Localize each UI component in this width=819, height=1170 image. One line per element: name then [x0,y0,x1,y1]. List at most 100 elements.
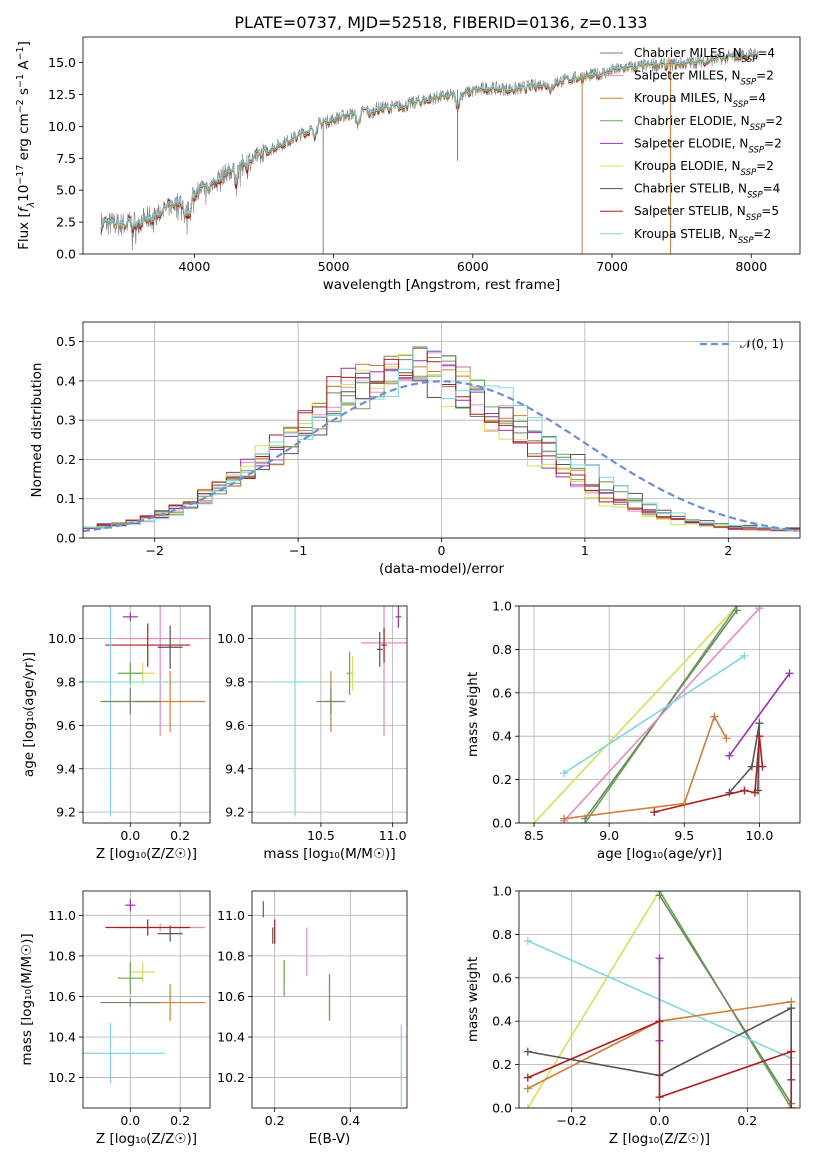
weight-marker [740,786,749,795]
x-tick-label: 6000 [457,259,489,274]
plot-area [83,899,206,1084]
legend-label-tail: =2 [756,69,774,83]
legend-label: 𝒩(0, 1) [740,337,784,351]
y-tick-label: 12.5 [48,87,76,102]
y-tick-label: 0.8 [492,642,512,657]
legend-label-tail: =4 [763,182,781,196]
panel-mass_vs_Z: 0.0 0.2 10.2 10.4 10.6 10.8 11.0 Z [log₁₀(Z/Z☉)… [19,890,211,1147]
panel-weight_vs_age: 8.5 9.0 9.5 10.0 0.0 0.2 0.4 0.6 0.8 1.0 age [log₁… [465,599,801,862]
weight-marker [560,814,569,823]
x-tick-label: 9.0 [599,828,619,843]
legend-label-tail: =2 [764,136,782,150]
y-axis-label: mass [log₁₀(M/M☉)] [19,933,35,1065]
axes-decoration: 0.0 0.2 9.2 9.4 9.6 9.8 10.0 Z [log₁₀(Z/Z☉)] age… [21,605,211,862]
axes-frame [251,605,408,824]
y-tick-label: 9.8 [225,674,245,689]
y-tick-label: 0.6 [492,970,512,985]
legend-label-tail: =2 [765,114,783,128]
y-axis-label-part: −17 [15,165,26,185]
legend-label-tail: =4 [748,91,766,105]
panel-residuals: −2 −1 0 1 2 0.0 0.1 0.2 0.3 0.4 0.5 (data-model)/er… [29,321,801,577]
weight-marker [732,606,741,615]
y-axis-label: Flux [fλ10−17 erg cm−2 s−1 A−1] [15,41,37,250]
y-tick-label: 9.6 [225,718,245,733]
legend-label-sub: SSP [738,236,754,246]
weight-marker [523,1073,532,1082]
y-tick-label: 10.0 [48,119,76,134]
legend-label: Chabrier STELIB, NSSP=4 [634,182,780,201]
x-axis-label: wavelength [Angstrom, rest frame] [323,277,561,293]
weight-marker [530,819,539,823]
legend-label-sub: SSP [733,100,749,110]
x-tick-label: 11.0 [379,828,407,843]
axes-decoration: −0.2 0.0 0.2 0.0 0.2 0.4 0.6 0.8 1.0 Z [log₁₀(Z/Z… [465,884,801,1147]
x-tick-label: −0.2 [557,1113,587,1128]
legend-label: Kroupa MILES, NSSP=4 [634,91,766,110]
weight-marker [785,669,794,678]
weight-marker [655,1017,664,1026]
panel-mass_vs_EBV: 0.2 0.4 10.2 10.4 10.6 10.8 11.0 E(B-V) [217,890,408,1147]
y-tick-label: 9.2 [225,805,245,820]
y-tick-label: 1.0 [492,884,512,899]
model-spectrum-line [100,51,758,229]
y-axis-label-part: −1 [15,74,26,88]
y-tick-label: 0.0 [56,247,76,262]
weight-marker [755,719,764,728]
y-tick-label: 10.0 [48,631,76,646]
x-axis-label: Z [log₁₀(Z/Z☉)] [96,846,197,862]
y-tick-label: 0.0 [492,816,512,831]
x-axis-label: E(B-V) [309,1131,351,1147]
y-tick-label: 0.2 [56,452,76,467]
x-tick-label: 0.2 [265,1113,285,1128]
weight-marker [740,651,749,660]
y-tick-label: 10.6 [217,989,245,1004]
weight-marker [787,1104,796,1108]
x-tick-label: 10.5 [307,828,335,843]
legend-label-sub: SSP [742,55,758,65]
y-tick-label: 10.2 [217,1070,245,1085]
weight-marker [523,1104,532,1108]
weight-marker [655,954,664,963]
y-tick-label: 0.6 [492,685,512,700]
x-axis-label: Z [log₁₀(Z/Z☉)] [609,1131,710,1147]
weight-line [533,606,738,823]
plot-area [273,606,407,817]
axes-frame [82,605,211,824]
y-axis-label: age [log₁₀(age/yr)] [21,652,37,777]
weight-marker [758,762,767,771]
legend-label-base: Kroupa STELIB, N [634,227,738,241]
y-tick-label: 1.0 [492,599,512,614]
weight-marker [523,1084,532,1093]
legend-label-sub: SSP [750,123,766,133]
y-axis-label-part: f [16,205,32,212]
figure-title: PLATE=0737, MJD=52518, FIBERID=0136, z=0… [234,13,647,32]
weight-line [728,672,791,757]
y-axis-label: mass weight [465,672,481,757]
plot-area [262,901,402,1106]
weight-marker [710,712,719,721]
legend-label: Chabrier ELODIE, NSSP=2 [634,114,783,133]
weight-line [658,894,792,1105]
legend-label-sub: SSP [741,78,757,88]
y-tick-label: 5.0 [56,183,76,198]
axes-decoration: 8.5 9.0 9.5 10.0 0.0 0.2 0.4 0.6 0.8 1.0 age [log₁… [465,599,801,862]
x-tick-label: 5000 [318,259,350,274]
x-tick-label: 0.0 [120,1113,140,1128]
x-tick-label: 9.5 [674,828,694,843]
legend-label: Salpeter ELODIE, NSSP=2 [634,136,782,155]
weight-line [563,714,728,820]
weight-line [527,891,661,1108]
weight-line [728,723,761,794]
x-axis-label: (data-model)/error [379,561,505,577]
y-tick-label: 10.4 [48,1030,76,1045]
legend-label-base: Salpeter STELIB, N [634,204,746,218]
axes-decoration: 0.2 0.4 10.2 10.4 10.6 10.8 11.0 E(B-V) [217,890,408,1147]
y-tick-label: 10.4 [217,1030,245,1045]
x-tick-label: 0.0 [650,1113,670,1128]
x-tick-label: 0.0 [120,828,140,843]
y-tick-label: 0.3 [56,413,76,428]
x-tick-label: 8000 [735,259,767,274]
y-tick-label: 15.0 [48,55,76,70]
legend-label-base: Salpeter ELODIE, N [634,136,748,150]
